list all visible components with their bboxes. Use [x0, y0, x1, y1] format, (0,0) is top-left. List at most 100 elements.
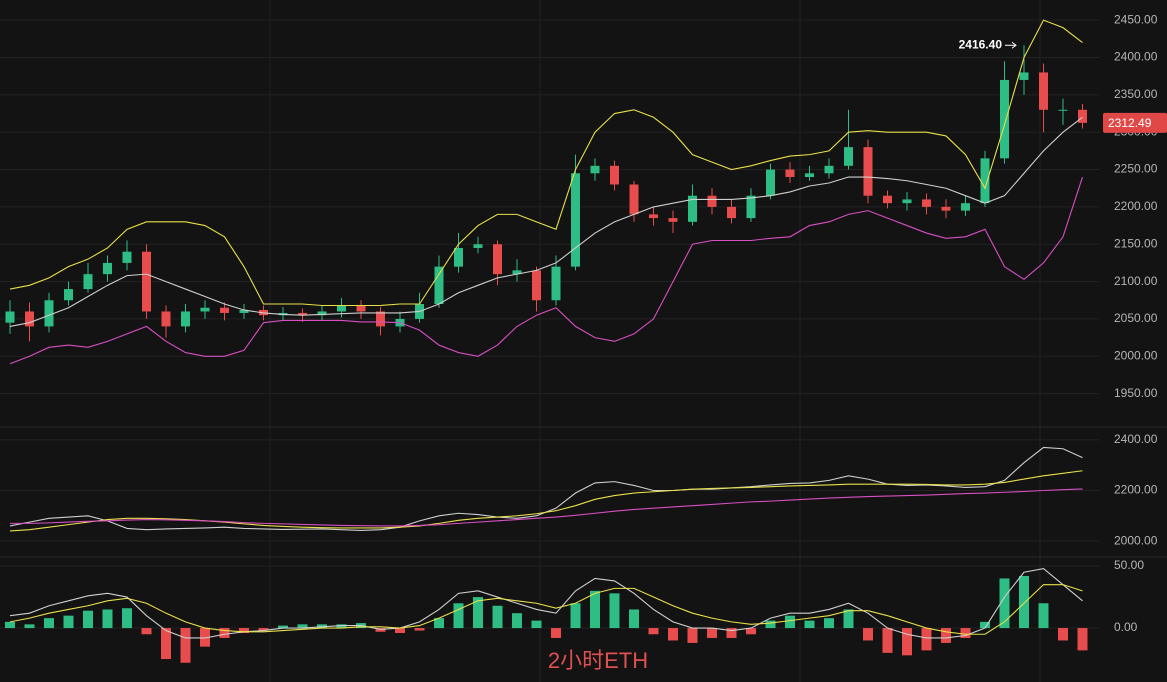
y-tick-label: 2000.00 — [1114, 348, 1158, 362]
candle-body — [200, 307, 210, 312]
histogram-bar — [1038, 603, 1049, 629]
candle-body — [824, 165, 834, 174]
candle-body — [707, 195, 717, 207]
histogram-bar — [122, 608, 132, 629]
histogram-bar — [5, 621, 15, 629]
candle-body — [629, 184, 639, 215]
histogram-bar — [707, 628, 717, 638]
histogram-bar — [317, 624, 327, 629]
candle-body — [532, 270, 541, 301]
histogram-bar — [609, 593, 620, 629]
histogram-bar — [414, 628, 425, 631]
y-tick-label: 2050.00 — [1114, 311, 1158, 325]
candle-body — [25, 311, 34, 327]
histogram-bar — [804, 620, 815, 629]
y-tick-label: 2200.00 — [1114, 483, 1158, 497]
histogram-bar — [863, 628, 873, 641]
histogram-bar — [551, 628, 561, 638]
candle-body — [649, 214, 658, 219]
candle-body — [44, 300, 54, 327]
high-arrow-head — [1011, 41, 1017, 49]
candle-body — [454, 247, 463, 267]
candle-body — [83, 274, 93, 290]
histogram-bar — [902, 628, 912, 656]
histogram-bar — [375, 628, 386, 632]
histogram-bar — [141, 628, 152, 635]
candle-body — [512, 270, 522, 275]
histogram-bar — [63, 615, 74, 629]
histogram-bar — [473, 597, 483, 629]
candle-body — [727, 206, 736, 219]
histogram-bar — [726, 628, 737, 638]
candle-body — [1000, 79, 1009, 159]
candle-body — [142, 251, 151, 312]
y-tick-label: 2100.00 — [1114, 274, 1158, 288]
candle-body — [961, 203, 970, 211]
histogram-bar — [258, 628, 269, 631]
histogram-bar — [746, 628, 756, 635]
histogram-bar — [570, 603, 581, 629]
watermark: 2小时ETH — [548, 648, 648, 673]
high-annotation: 2416.40 — [959, 37, 1003, 51]
indicator-line — [9, 567, 1083, 639]
indicator-line — [9, 470, 1083, 532]
histogram-bar — [395, 628, 405, 634]
indicator-line — [9, 584, 1083, 635]
candle-body — [220, 307, 229, 313]
histogram-bar — [102, 609, 113, 629]
candle-body — [434, 266, 444, 304]
histogram-bar — [1058, 628, 1068, 641]
y-tick-label: 2200.00 — [1114, 199, 1158, 213]
histogram-bar — [941, 628, 951, 643]
histogram-bar — [297, 624, 308, 629]
histogram-bar — [687, 628, 698, 643]
candle-body — [239, 309, 249, 313]
candle-body — [356, 305, 366, 312]
histogram-bar — [668, 628, 678, 641]
histogram-bar — [1077, 628, 1088, 651]
y-tick-label: 2450.00 — [1114, 12, 1158, 26]
candle-body — [746, 195, 756, 219]
candle-body — [1019, 72, 1029, 80]
candle-body — [668, 218, 678, 222]
histogram-bar — [590, 590, 600, 629]
candle-body — [1058, 109, 1068, 111]
histogram-bar — [882, 628, 893, 653]
candle-body — [922, 199, 931, 207]
y-tick-label: 2350.00 — [1114, 87, 1158, 101]
y-tick-label: 2150.00 — [1114, 236, 1158, 250]
histogram-bar — [83, 610, 93, 629]
candle-body — [805, 173, 814, 178]
candle-body — [103, 262, 112, 275]
histogram-bar — [161, 628, 171, 660]
candle-body — [941, 206, 951, 211]
histogram-bar — [336, 624, 347, 629]
histogram-bar — [824, 618, 834, 629]
histogram-bar — [999, 578, 1010, 629]
candle-body — [1039, 72, 1048, 110]
y-tick-label: 2250.00 — [1114, 162, 1158, 176]
histogram-bar — [44, 618, 54, 629]
candle-body — [493, 244, 502, 275]
histogram-bar — [24, 624, 35, 629]
histogram-bar — [492, 605, 503, 629]
candle-body — [571, 173, 580, 267]
candle-body — [181, 311, 190, 327]
candle-body — [688, 195, 697, 222]
candle-body — [610, 165, 619, 185]
histogram-bar — [843, 609, 854, 629]
histogram-bar — [629, 609, 639, 629]
histogram-bar — [531, 620, 542, 629]
candle-body — [863, 147, 873, 196]
candle-body — [376, 311, 385, 327]
histogram-bar — [512, 613, 522, 629]
indicator-line — [9, 176, 1084, 365]
y-tick-label: 2000.00 — [1114, 533, 1158, 547]
candle-body — [337, 305, 346, 312]
candle-body — [980, 158, 990, 204]
histogram-bar — [200, 628, 210, 647]
histogram-bar — [239, 628, 249, 634]
candle-body — [473, 244, 483, 248]
histogram-bar — [921, 628, 932, 651]
